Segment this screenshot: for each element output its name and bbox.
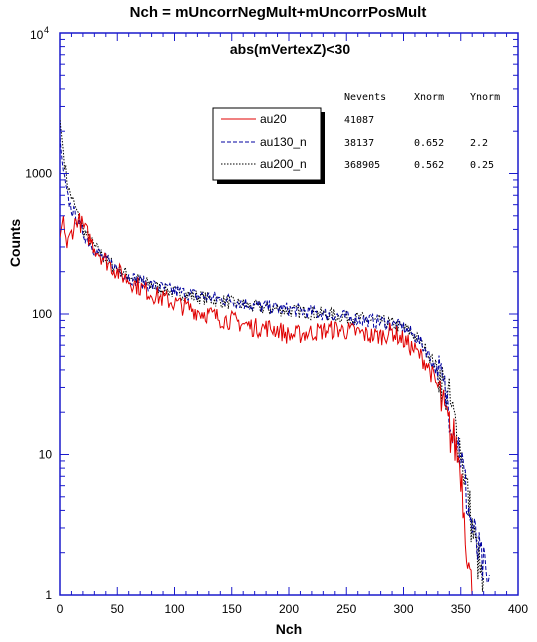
legend-label-au200_n: au200_n <box>260 157 307 171</box>
legend-box <box>212 107 322 181</box>
table-header: Nevents <box>344 92 386 103</box>
table-header: Ynorm <box>470 92 500 103</box>
legend-label-au130_n: au130_n <box>260 135 307 149</box>
series-line-au130_n <box>60 137 490 584</box>
legend: au20 au130_n au200_n <box>212 107 325 184</box>
table-cell: 2.2 <box>470 138 488 149</box>
x-tick-label: 300 <box>393 602 413 616</box>
table-header: Xnorm <box>414 92 444 103</box>
y-tick-label: 1000 <box>25 167 52 181</box>
x-tick-label: 0 <box>57 602 64 616</box>
y-axis-label: Counts <box>7 219 23 267</box>
chart-title: Nch = mUncorrNegMult+mUncorrPosMult <box>130 4 427 21</box>
x-tick-label: 150 <box>222 602 242 616</box>
x-axis-label: Nch <box>276 621 302 637</box>
x-tick-label: 350 <box>451 602 471 616</box>
series-line-au20 <box>60 212 473 595</box>
y-tick-label: 10 <box>39 448 53 462</box>
legend-label-au20: au20 <box>260 112 287 126</box>
series-line-au200_n <box>60 120 485 592</box>
info-table: Nevents Xnorm Ynorm 41087 38137 0.652 2.2 36890… <box>344 92 500 171</box>
table-cell: 368905 <box>344 160 380 171</box>
y-tick-label: 1 <box>45 588 52 602</box>
table-cell: 0.652 <box>414 138 444 149</box>
x-tick-label: 250 <box>336 602 356 616</box>
table-cell: 0.562 <box>414 160 444 171</box>
x-tick-label: 100 <box>164 602 184 616</box>
y-tick-label-top: 10 <box>30 28 44 42</box>
series-layer <box>60 120 490 595</box>
chart-subtitle: abs(mVertexZ)<30 <box>230 41 350 57</box>
table-cell: 0.25 <box>470 160 494 171</box>
y-tick-label-top-exponent: 4 <box>44 25 49 35</box>
table-cell: 41087 <box>344 115 374 126</box>
x-tick-label: 200 <box>279 602 299 616</box>
y-tick-label: 100 <box>32 307 52 321</box>
x-tick-label: 400 <box>508 602 528 616</box>
table-cell: 38137 <box>344 138 374 149</box>
x-tick-label: 50 <box>111 602 125 616</box>
